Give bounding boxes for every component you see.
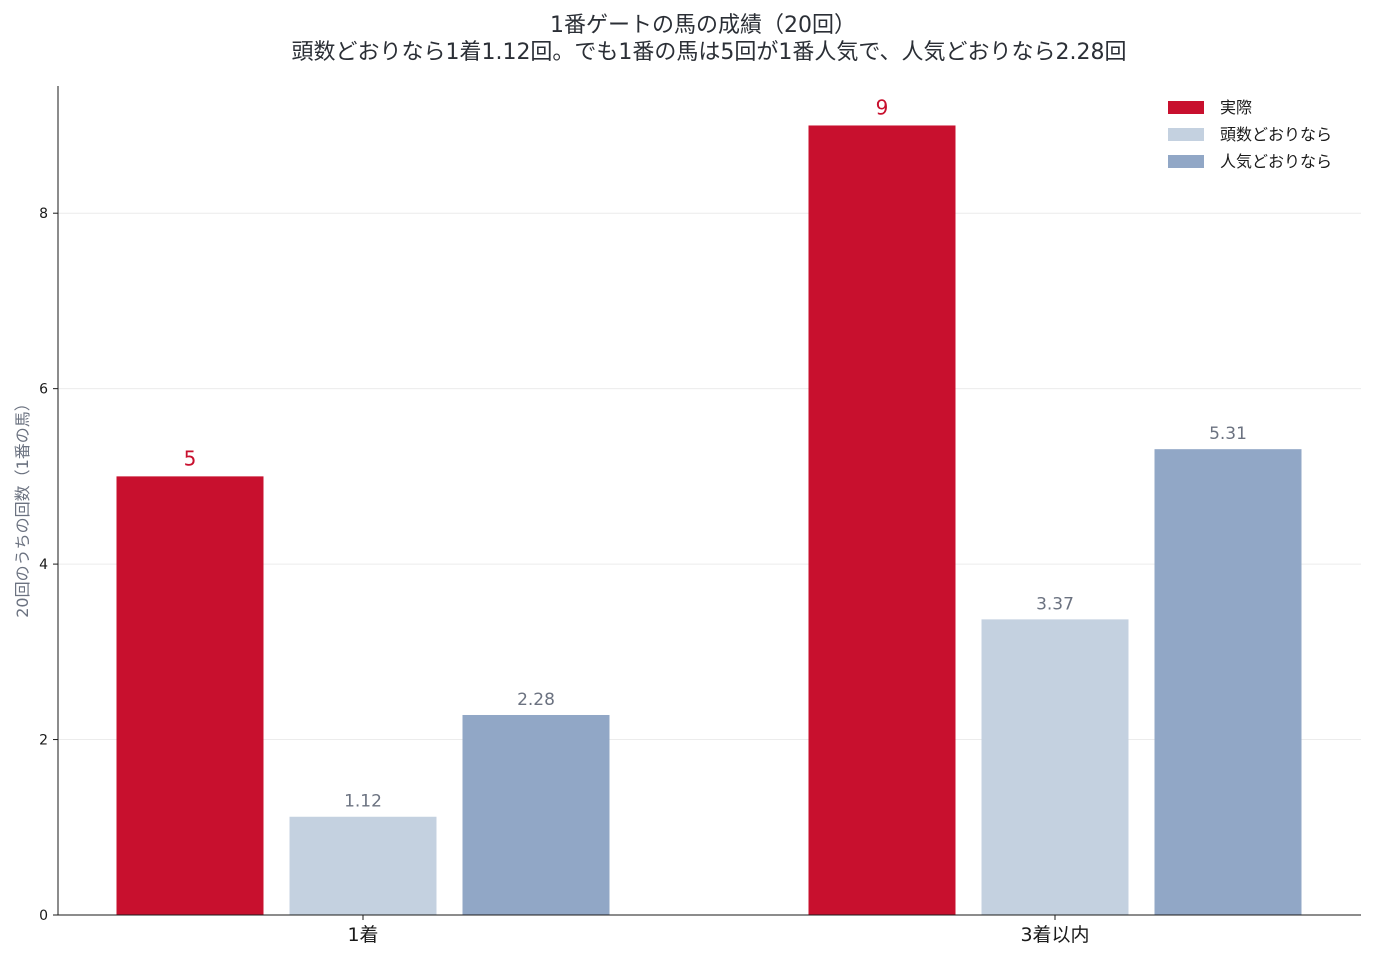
bar-series1-1 [981,619,1129,915]
x-tick-label: 1着 [347,924,378,946]
bar-series2-0 [462,714,610,915]
value-label-series2-1: 5.31 [1209,424,1247,444]
bar-series0-1 [808,125,956,915]
x-tick-label: 3着以内 [1020,924,1089,946]
gridlines [58,212,1361,741]
y-tick-label: 0 [39,908,48,924]
y-tick-label: 4 [39,557,48,573]
value-label-series1-0: 1.12 [344,792,382,812]
y-ticks: 0 2 4 6 8 [39,206,58,924]
y-tick-label: 8 [39,206,48,222]
value-label-series0-0: 5 [184,446,197,470]
value-label-series2-0: 2.28 [517,690,555,710]
legend-label-0: 実際 [1220,98,1252,117]
x-ticks: 1着 3着以内 [347,915,1090,946]
bar-series1-0 [289,816,437,915]
legend-swatch-1 [1168,128,1204,141]
chart-title: 1番ゲートの馬の成績（20回） [550,13,856,38]
value-label-series1-1: 3.37 [1036,594,1074,614]
y-tick-label: 2 [39,733,48,749]
bar-series0-0 [116,476,264,915]
axes [57,86,1361,916]
legend-swatch-0 [1168,101,1204,114]
value-labels: 5 9 1.12 3.37 2.28 5.31 [184,95,1247,811]
value-label-series0-1: 9 [876,95,889,119]
chart-subtitle: 頭数どおりなら1着1.12回。でも1番の馬は5回が1番人気で、人気どおりなら2.… [291,40,1126,65]
y-tick-label: 6 [39,382,48,398]
bars [116,125,1302,915]
legend-swatch-2 [1168,155,1204,168]
legend-label-1: 頭数どおりなら [1220,125,1332,144]
legend-label-2: 人気どおりなら [1220,152,1332,171]
y-axis-label: 20回のうちの回数（1番の馬） [13,395,32,618]
bar-series2-1 [1154,449,1302,915]
